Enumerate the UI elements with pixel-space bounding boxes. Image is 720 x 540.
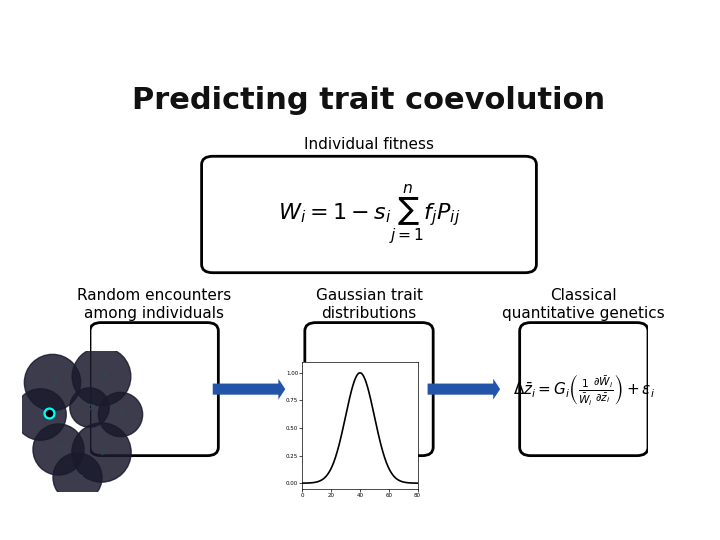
Point <box>42 408 54 417</box>
Point <box>53 445 64 454</box>
Text: $W_i = 1 - s_i \sum_{j=1}^{n} f_j P_{ij}$: $W_i = 1 - s_i \sum_{j=1}^{n} f_j P_{ij}… <box>278 183 460 247</box>
Text: Random encounters
among individuals: Random encounters among individuals <box>77 288 231 321</box>
Text: Classical
quantitative genetics: Classical quantitative genetics <box>503 288 665 321</box>
Point <box>84 403 95 411</box>
Point <box>35 410 46 418</box>
Point <box>114 410 125 418</box>
Point <box>46 377 58 386</box>
FancyBboxPatch shape <box>305 322 433 456</box>
Text: $\Delta\bar{z}_i = G_i\left(\frac{1}{\bar{W}_i}\frac{\partial\bar{W}_i}{\partial: $\Delta\bar{z}_i = G_i\left(\frac{1}{\ba… <box>513 372 654 407</box>
Point <box>71 473 83 482</box>
FancyBboxPatch shape <box>202 156 536 273</box>
Text: Predicting trait coevolution: Predicting trait coevolution <box>132 85 606 114</box>
Point <box>42 408 54 417</box>
Text: Individual fitness: Individual fitness <box>304 137 434 152</box>
Point <box>95 372 107 381</box>
Point <box>95 448 107 456</box>
Text: Gaussian trait
distributions: Gaussian trait distributions <box>315 288 423 321</box>
FancyBboxPatch shape <box>90 322 218 456</box>
FancyBboxPatch shape <box>520 322 648 456</box>
